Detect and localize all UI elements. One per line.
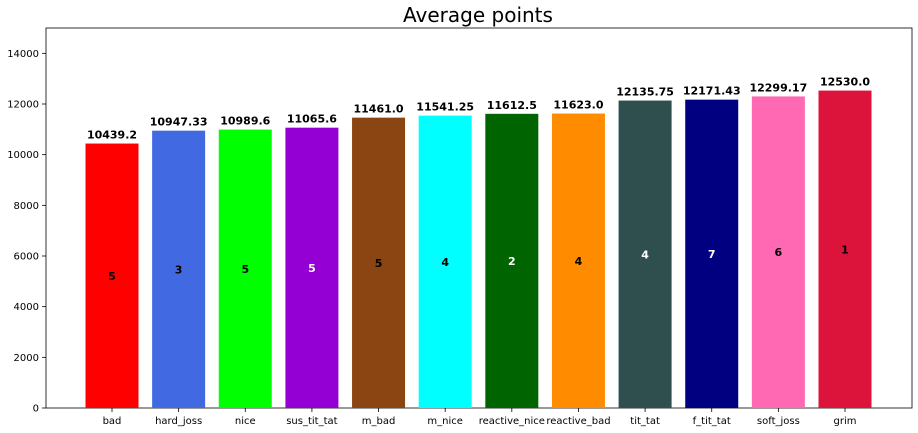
bar-value-label: 11541.25 xyxy=(416,101,474,114)
plot-frame xyxy=(45,27,913,409)
bar xyxy=(85,143,139,408)
bar xyxy=(352,117,406,408)
y-tick-label: 0 xyxy=(33,404,39,415)
bar-value-label: 11612.5 xyxy=(487,99,537,112)
bar-value-label: 10947.33 xyxy=(150,116,208,129)
bar xyxy=(218,129,272,408)
x-tick-label: bad xyxy=(103,416,122,427)
bar-value-label: 11461.0 xyxy=(353,103,403,116)
y-tick-label: 6000 xyxy=(14,252,39,263)
bar xyxy=(685,99,739,408)
x-tick-label: grim xyxy=(834,416,857,427)
y-tick-label: 14000 xyxy=(7,49,39,60)
y-tick-label: 4000 xyxy=(14,302,39,313)
bar-count-label: 3 xyxy=(175,263,183,276)
bar xyxy=(152,130,206,408)
x-tick-label: nice xyxy=(235,416,256,427)
y-tick-label: 2000 xyxy=(14,353,39,364)
bar-count-label: 5 xyxy=(308,262,316,275)
y-tick-label: 10000 xyxy=(7,150,39,161)
x-tick-label: hard_joss xyxy=(155,416,202,427)
chart-title: Average points xyxy=(403,3,553,27)
bar-value-label: 11623.0 xyxy=(553,99,603,112)
bar-value-label: 10439.2 xyxy=(87,129,137,142)
bar-value-label: 12530.0 xyxy=(820,76,870,89)
bar-value-label: 12171.43 xyxy=(683,85,741,98)
bar xyxy=(818,90,872,408)
x-tick-label: m_bad xyxy=(362,416,396,427)
bar-count-label: 1 xyxy=(841,243,849,256)
x-tick-label: reactive_bad xyxy=(546,416,610,427)
bar-count-label: 4 xyxy=(441,256,449,269)
bar-count-label: 7 xyxy=(708,248,716,261)
x-tick-label: m_nice xyxy=(427,416,463,427)
bar-value-label: 11065.6 xyxy=(287,113,337,126)
x-tick-label: sus_tit_tat xyxy=(286,416,337,427)
bar-count-label: 5 xyxy=(108,270,116,283)
bar-value-label: 12135.75 xyxy=(616,86,674,99)
x-tick-label: soft_joss xyxy=(757,416,800,427)
bar-count-label: 5 xyxy=(241,263,249,276)
bar xyxy=(551,113,605,409)
y-tick-label: 8000 xyxy=(14,201,39,212)
y-tick-label: 12000 xyxy=(7,100,39,111)
bar-count-label: 6 xyxy=(775,246,783,259)
bar xyxy=(285,127,339,409)
bar-count-label: 4 xyxy=(641,248,649,261)
x-tick-label: reactive_nice xyxy=(479,416,545,427)
bar xyxy=(751,96,805,409)
bar-value-label: 10989.6 xyxy=(220,115,270,128)
bar xyxy=(485,113,539,409)
bar-count-label: 5 xyxy=(375,257,383,270)
bar-count-label: 2 xyxy=(508,255,516,268)
bar-value-label: 12299.17 xyxy=(749,81,807,94)
x-tick-label: f_tit_tat xyxy=(693,416,731,427)
bar xyxy=(618,100,672,408)
bar xyxy=(418,115,472,408)
x-tick-label: tit_tat xyxy=(630,416,660,427)
bar-count-label: 4 xyxy=(575,255,583,268)
